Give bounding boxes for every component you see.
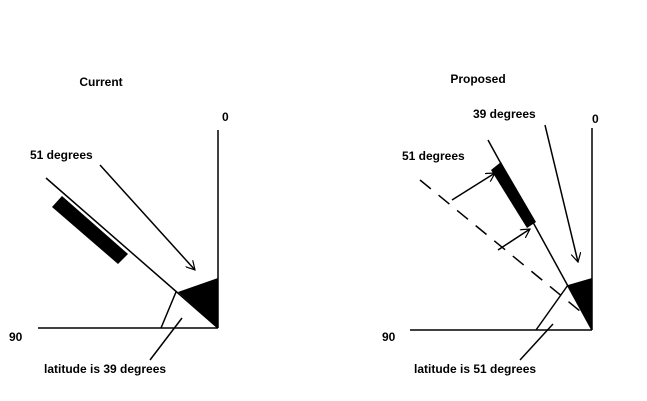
angle-wedge [568, 278, 592, 330]
proposed-panel: Proposed 0 90 39 degrees 51 degrees lati… [382, 72, 599, 376]
old-position [419, 179, 587, 317]
pointer [519, 323, 554, 361]
panel-line [45, 177, 219, 329]
solar-panel [491, 162, 536, 228]
axis-label: 90 [9, 330, 23, 344]
support [535, 284, 569, 331]
axis-label: 0 [592, 112, 599, 126]
panel-title: Current [79, 75, 122, 89]
angle-label: 39 degrees [473, 107, 536, 121]
solar-panel [52, 196, 128, 264]
latitude-label: latitude is 39 degrees [44, 362, 166, 376]
panel-title: Proposed [450, 72, 505, 86]
arrow [544, 124, 578, 262]
arrow [99, 164, 195, 270]
axis-label: 0 [222, 110, 229, 124]
support [160, 291, 177, 329]
arrow [497, 229, 530, 251]
angle-wedge [178, 278, 218, 328]
current-panel: Current 0 90 51 degrees latitude is 39 d… [9, 75, 229, 376]
latitude-label: latitude is 51 degrees [414, 362, 536, 376]
arrow [451, 173, 495, 201]
pointer [149, 317, 183, 361]
axis-label: 90 [382, 330, 396, 344]
angle-label: 51 degrees [30, 148, 93, 162]
angle-label: 51 degrees [402, 149, 465, 163]
